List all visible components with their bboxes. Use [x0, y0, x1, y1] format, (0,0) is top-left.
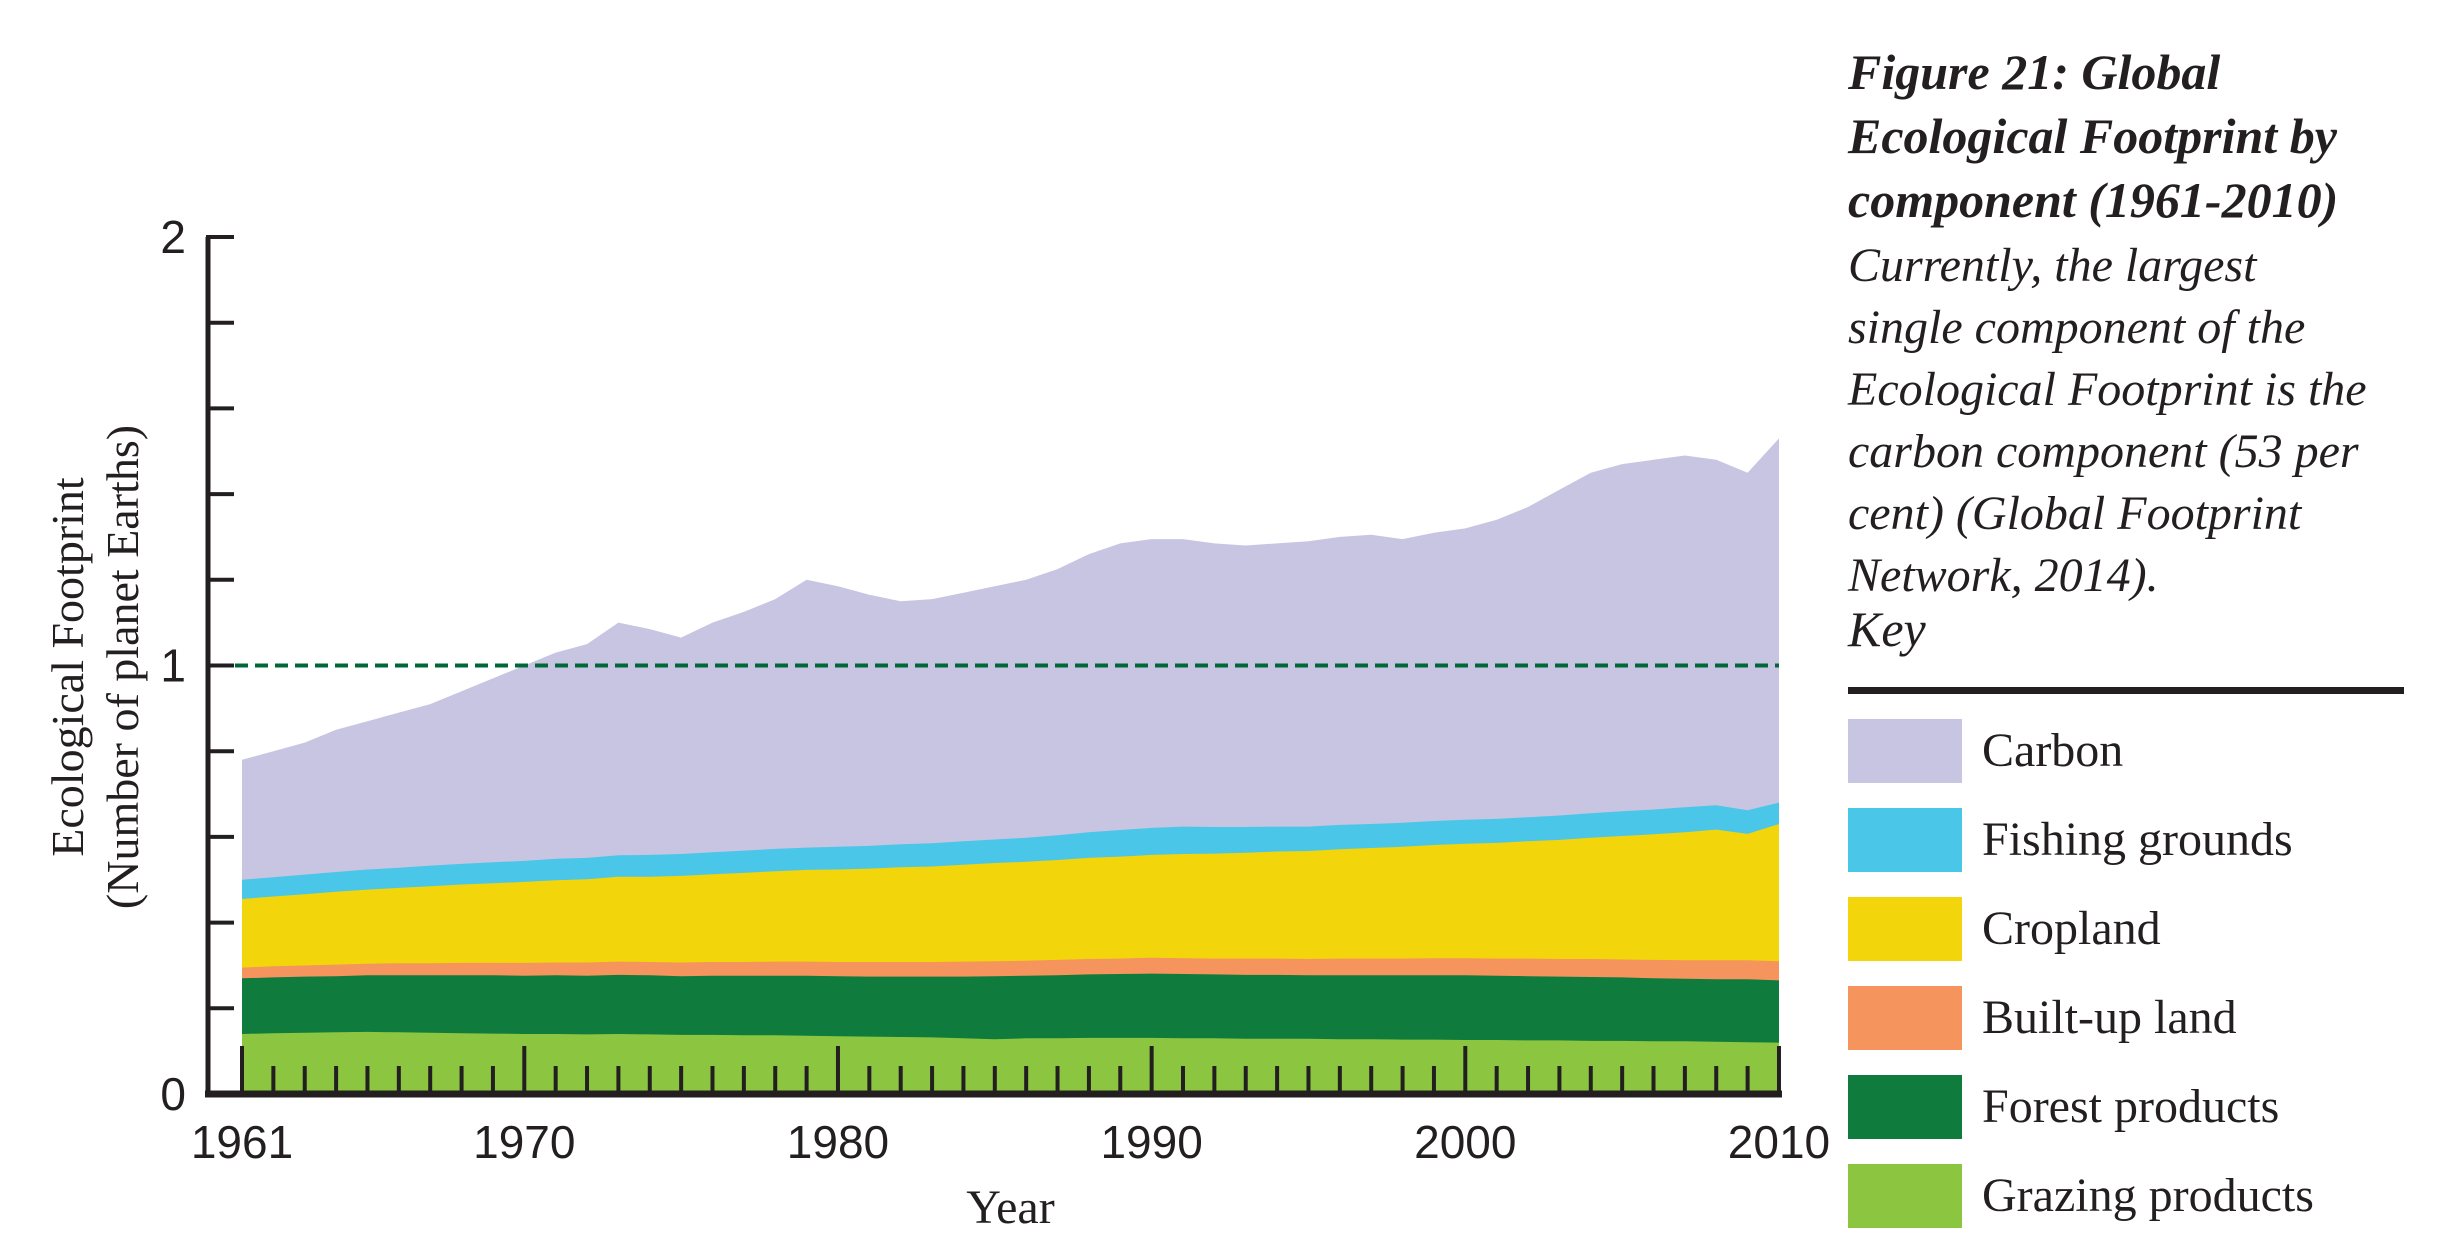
built-up-land-swatch	[1848, 986, 1962, 1050]
legend-label: Built-up land	[1982, 991, 2237, 1044]
legend-label: Fishing grounds	[1982, 813, 2293, 866]
legend-label: Cropland	[1982, 902, 2161, 955]
area-grazing-products	[242, 1031, 1779, 1094]
legend-item-cropland: Cropland	[1848, 897, 2404, 961]
legend-item-grazing-products: Grazing products	[1848, 1164, 2404, 1228]
y-axis-title: Ecological Footprint (Number of planet E…	[42, 424, 148, 910]
legend: Carbon Fishing grounds Cropland Built-up…	[1848, 719, 2404, 1228]
key-heading: Key	[1848, 601, 1926, 657]
legend-label: Forest products	[1982, 1080, 2280, 1133]
legend-item-built-up-land: Built-up land	[1848, 986, 2404, 1050]
x-tick-label-1990: 1990	[1100, 1116, 1202, 1168]
x-tick-label-1961: 1961	[191, 1116, 293, 1168]
legend-label: Grazing products	[1982, 1169, 2314, 1222]
cropland-swatch	[1848, 897, 1962, 961]
x-axis-title: Year	[966, 1181, 1055, 1234]
y-tick-label-2: 2	[160, 211, 186, 263]
y-tick-label-1: 1	[160, 640, 186, 692]
legend-item-fishing-grounds: Fishing grounds	[1848, 808, 2404, 872]
y-tick-label-0: 0	[160, 1068, 186, 1120]
legend-item-forest-products: Forest products	[1848, 1075, 2404, 1139]
x-tick-label-2010: 2010	[1728, 1116, 1830, 1168]
x-tick-label-2000: 2000	[1414, 1116, 1516, 1168]
figure-description: Currently, the largest single component …	[1848, 239, 2367, 602]
forest-products-swatch	[1848, 1075, 1962, 1139]
grazing-products-swatch	[1848, 1164, 1962, 1228]
key-divider-rule	[1848, 687, 2404, 694]
caption-panel: Figure 21: Global Ecological Footprint b…	[1848, 0, 2404, 1243]
legend-label: Carbon	[1982, 724, 2124, 777]
x-tick-label-1980: 1980	[787, 1116, 889, 1168]
legend-item-carbon: Carbon	[1848, 719, 2404, 783]
fishing-grounds-swatch	[1848, 808, 1962, 872]
x-tick-label-1970: 1970	[473, 1116, 575, 1168]
carbon-swatch	[1848, 719, 1962, 783]
figure-title: Figure 21: Global Ecological Footprint b…	[1848, 44, 2339, 228]
